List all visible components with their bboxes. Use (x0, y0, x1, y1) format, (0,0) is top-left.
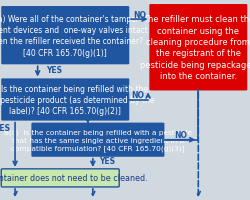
FancyBboxPatch shape (31, 123, 164, 157)
FancyBboxPatch shape (1, 79, 129, 121)
Text: 8(a) Were all of the container's tamper-
evident devices and  one-way valves int: 8(a) Were all of the container's tamper-… (0, 14, 148, 58)
Text: 8(c)  Is the container being refilled with a pesticide
that has the same single : 8(c) Is the container being refilled wit… (4, 129, 191, 151)
Text: YES: YES (46, 66, 62, 74)
Text: NO: NO (131, 91, 144, 99)
Text: YES: YES (98, 157, 114, 165)
Text: The container does not need to be cleaned.: The container does not need to be cleane… (0, 174, 148, 182)
FancyBboxPatch shape (1, 7, 129, 65)
FancyBboxPatch shape (1, 169, 119, 187)
Text: 8(b) Is the container being refilled with the
same pesticide product (as determi: 8(b) Is the container being refilled wit… (0, 84, 154, 116)
FancyBboxPatch shape (149, 5, 246, 91)
Text: NO: NO (132, 11, 145, 19)
Text: YES: YES (0, 124, 10, 132)
Text: NO: NO (174, 131, 186, 139)
Text: The refiller must clean the
container using the
cleaning procedure from
the regi: The refiller must clean the container us… (139, 15, 250, 81)
